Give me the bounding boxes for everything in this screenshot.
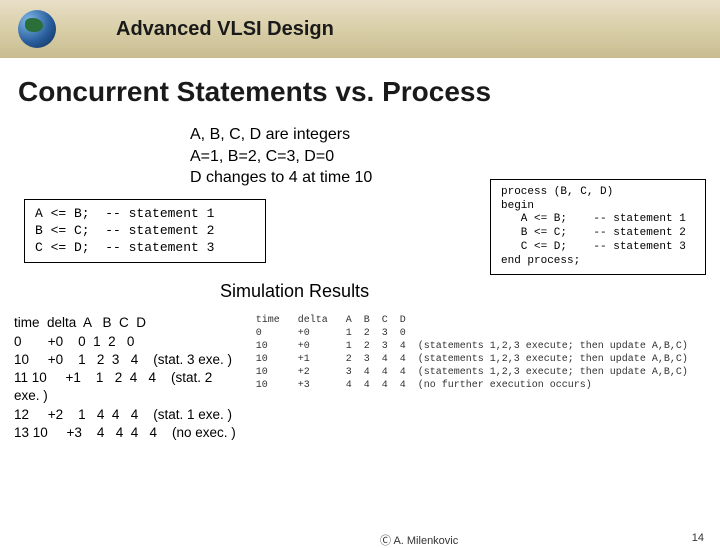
concurrent-code-box: A <= B; -- statement 1 B <= C; -- statem…: [24, 199, 266, 264]
header-title: Advanced VLSI Design: [116, 18, 334, 41]
process-code-box: process (B, C, D) begin A <= B; -- state…: [490, 179, 706, 276]
results-row: time delta A B C D 0 +0 0 1 2 0 10 +0 1 …: [0, 314, 720, 442]
page-number: 14: [692, 532, 704, 544]
intro-line-1: A, B, C, D are integers: [190, 124, 720, 146]
results-left: time delta A B C D 0 +0 0 1 2 0 10 +0 1 …: [14, 314, 236, 442]
globe-icon: [18, 10, 56, 48]
code-boxes: A <= B; -- statement 1 B <= C; -- statem…: [0, 199, 720, 264]
intro-line-2: A=1, B=2, C=3, D=0: [190, 146, 720, 168]
copyright: Ⓒ A. Milenkovic: [380, 532, 458, 548]
results-right: time delta A B C D 0 +0 1 2 3 0 10 +0 1 …: [256, 314, 688, 442]
slide-title: Concurrent Statements vs. Process: [18, 76, 720, 108]
header-band: Advanced VLSI Design: [0, 0, 720, 58]
simulation-heading: Simulation Results: [220, 281, 720, 302]
